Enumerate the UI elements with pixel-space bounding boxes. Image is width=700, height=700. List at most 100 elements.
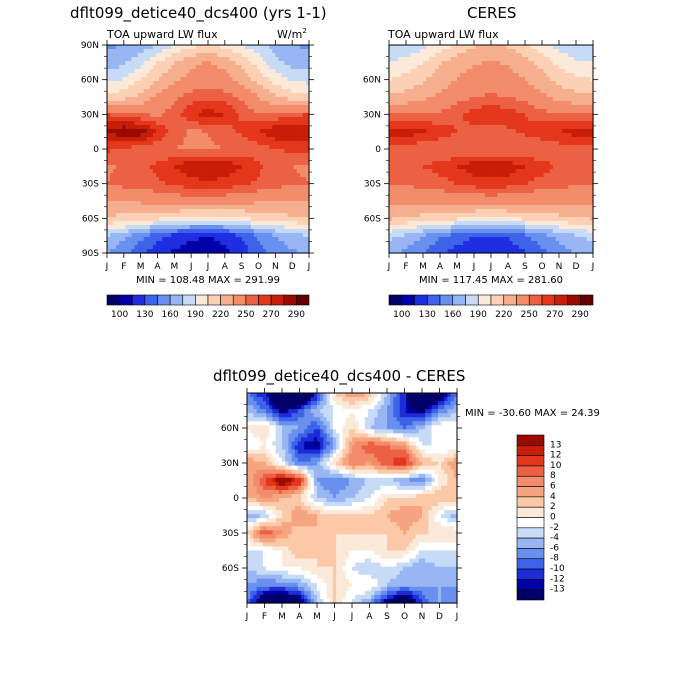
panel1-cell [250, 201, 255, 206]
panel2-cell [565, 53, 569, 58]
panel2-cell [435, 77, 440, 82]
panel1-cell [168, 165, 172, 170]
panel1-cell [260, 137, 264, 142]
panel2-cell [438, 97, 443, 102]
panel1-cell [247, 105, 252, 110]
panel1-x-tick-label: A [154, 262, 161, 272]
panel1-cell [146, 241, 151, 246]
panel1-cell [281, 241, 286, 246]
panel2-cell [460, 117, 464, 122]
panel1-cell [140, 161, 145, 166]
panel1-cell [266, 245, 270, 250]
panel1-cell [253, 101, 258, 106]
panel1-cell [149, 213, 154, 218]
panel2-cell [491, 65, 495, 70]
panel1-cell [195, 49, 200, 54]
panel1-cell [229, 145, 234, 150]
panel1-cell [177, 121, 182, 126]
panel1-cell [201, 185, 206, 190]
panel2-cell [472, 129, 477, 134]
panel1-cell [183, 93, 188, 98]
panel1-cell [119, 237, 123, 242]
panel1-cell [281, 105, 286, 110]
panel1-cell [119, 45, 123, 50]
panel1-cell [195, 161, 200, 166]
panel1-cell [146, 217, 151, 222]
panel2-cell [506, 53, 511, 58]
panel1-cell [204, 101, 209, 106]
panel2-cell [562, 45, 566, 50]
panel1-cell [110, 61, 114, 66]
panel2-cell [457, 57, 461, 62]
panel1-cell [201, 61, 206, 66]
panel2-cell [432, 121, 436, 126]
panel2-cell [416, 113, 421, 118]
panel1-cell [119, 181, 123, 186]
panel2-cell [481, 97, 486, 102]
panel1-cell [177, 69, 182, 74]
panel1-cell [198, 53, 203, 58]
panel2-cell [555, 61, 560, 66]
panel1-cell [229, 61, 234, 66]
panel2-cell [469, 125, 474, 130]
panel2-cell [463, 105, 467, 110]
panel1-cell [116, 65, 120, 70]
panel1-cell [152, 121, 157, 126]
panel2-cell [555, 89, 560, 94]
panel1-cell [302, 89, 307, 94]
panel1-cell [287, 181, 292, 186]
panel1-cell [293, 69, 298, 74]
panel1-cell [256, 205, 261, 210]
panel1-cell [134, 45, 139, 50]
panel1-cell [165, 113, 169, 118]
panel1-cell [183, 113, 188, 118]
panel1-cell [278, 245, 283, 250]
panel1-cell [186, 65, 191, 70]
panel2-cell [546, 53, 551, 58]
panel2-cell [534, 69, 538, 74]
panel1-cell [146, 193, 151, 198]
panel1-cell [186, 161, 191, 166]
panel1-cell [269, 205, 273, 210]
panel1-cell [168, 177, 172, 182]
panel1-cell [241, 153, 246, 158]
panel2-cell [509, 121, 514, 126]
panel1-cell [208, 217, 212, 222]
panel1-cell [253, 109, 258, 114]
panel1-cell [302, 213, 307, 218]
panel2-cell [475, 101, 480, 106]
panel1-cell [229, 121, 234, 126]
panel1-cell [177, 81, 182, 86]
panel2-cell [512, 129, 517, 134]
panel2-cell [410, 109, 415, 114]
panel2-cell [472, 65, 477, 70]
panel1-cell [189, 209, 194, 214]
panel1-cell [247, 201, 252, 206]
panel1-cell [110, 169, 114, 174]
panel1-cell [159, 201, 163, 206]
panel2-cell [518, 101, 523, 106]
panel2-cell [571, 69, 576, 74]
panel1-cell [162, 213, 166, 218]
panel2-cell [531, 69, 535, 74]
panel2-cell [537, 69, 542, 74]
panel1-cell [250, 229, 255, 234]
panel2-cell [571, 77, 576, 82]
panel1-cell [162, 137, 166, 142]
panel2-cell [413, 109, 418, 114]
panel2-cell [453, 53, 458, 58]
panel2-cell [404, 125, 409, 130]
panel1-cell [110, 229, 114, 234]
panel1-cell [278, 189, 283, 194]
panel1-cell [232, 241, 237, 246]
panel2-cell [478, 73, 483, 78]
panel1-cell [281, 209, 286, 214]
panel1-cell [116, 241, 120, 246]
panel2-cell [457, 69, 461, 74]
panel1-cell [180, 241, 185, 246]
panel1-cell [253, 129, 258, 134]
panel1-cell [152, 201, 157, 206]
panel1-cell [110, 177, 114, 182]
panel1-cell [238, 77, 243, 82]
panel1-cell [177, 181, 182, 186]
